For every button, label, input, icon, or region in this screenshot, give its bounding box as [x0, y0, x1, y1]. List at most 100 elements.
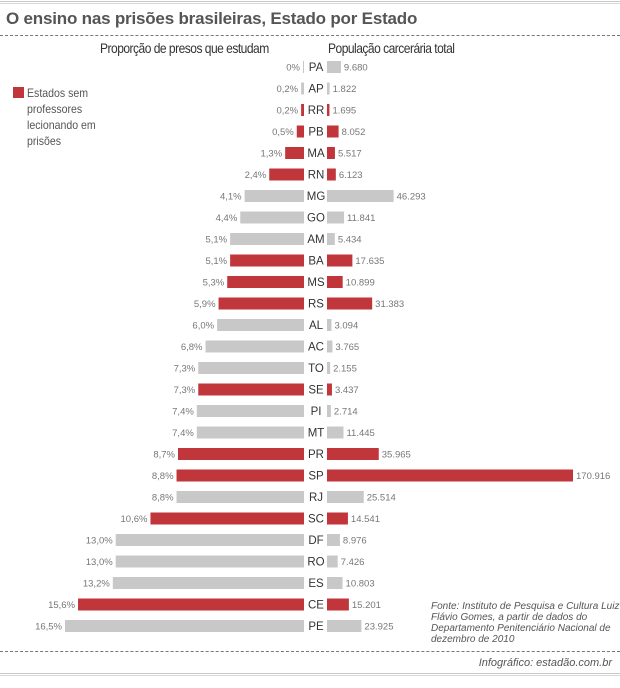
label-population-mg: 46.293	[397, 192, 426, 203]
bar-proportion-ap	[301, 82, 304, 95]
bar-proportion-to	[198, 362, 304, 374]
label-proportion-al: 6,0%	[192, 321, 214, 332]
chart-title: O ensino nas prisões brasileiras, Estado…	[6, 9, 418, 28]
label-proportion-pa: 0%	[286, 63, 300, 74]
bar-proportion-mt	[196, 426, 304, 439]
label-proportion-ac: 6,8%	[181, 342, 203, 353]
label-population-rs: 31.383	[375, 299, 404, 310]
bar-population-rr	[327, 104, 330, 116]
bar-proportion-rn	[269, 168, 304, 181]
bar-population-to	[327, 362, 331, 374]
label-population-rn: 6.123	[339, 170, 363, 181]
bar-proportion-al	[217, 319, 304, 331]
bar-population-ce	[327, 598, 349, 611]
bar-proportion-rs	[218, 297, 304, 310]
state-label-df: DF	[308, 535, 323, 547]
label-population-to: 2.155	[333, 364, 357, 375]
label-population-ce: 15.201	[352, 600, 381, 611]
state-label-am: AM	[307, 234, 324, 246]
label-proportion-pe: 16,5%	[35, 622, 62, 633]
bar-proportion-am	[230, 233, 304, 245]
state-label-sp: SP	[308, 471, 324, 483]
bar-population-pa	[327, 61, 341, 73]
label-population-ms: 10.899	[346, 278, 375, 289]
bar-population-pe	[327, 620, 362, 632]
label-proportion-go: 4,4%	[216, 213, 238, 224]
bar-proportion-pa	[303, 61, 304, 73]
label-population-df: 8.976	[343, 536, 367, 547]
legend-swatch-no-teachers	[13, 87, 24, 98]
state-label-ba: BA	[308, 256, 324, 268]
label-population-go: 11.841	[347, 213, 375, 224]
state-label-go: GO	[307, 213, 325, 225]
bar-proportion-rr	[301, 104, 304, 116]
state-label-sc: SC	[308, 514, 324, 526]
bar-proportion-pr	[177, 448, 304, 460]
state-label-es: ES	[308, 578, 324, 590]
source-note: Fonte: Instituto de Pesquisa e Cultura L…	[431, 601, 620, 645]
label-proportion-pb: 0,5%	[272, 127, 294, 138]
state-label-rr: RR	[308, 105, 325, 117]
label-proportion-mg: 4,1%	[220, 192, 242, 203]
label-proportion-pi: 7,4%	[172, 407, 194, 418]
left-series-title: Proporção de presos que estudam	[100, 40, 269, 56]
label-proportion-to: 7,3%	[174, 364, 196, 375]
bar-proportion-se	[198, 383, 304, 396]
bar-proportion-mg	[244, 190, 304, 202]
label-proportion-sc: 10,6%	[121, 514, 148, 525]
label-proportion-ap: 0,2%	[276, 84, 298, 95]
right-series-title: População carcerária total	[328, 40, 455, 56]
label-population-mt: 11.445	[346, 428, 374, 439]
bar-population-es	[327, 577, 343, 589]
label-population-pa: 9.680	[344, 63, 368, 74]
bar-proportion-pi	[196, 405, 304, 417]
state-label-ro: RO	[307, 557, 324, 569]
bar-population-ma	[327, 147, 335, 159]
bar-proportion-ms	[227, 276, 304, 288]
label-proportion-rj: 8,8%	[152, 493, 174, 504]
label-population-rj: 25.514	[367, 493, 396, 504]
state-label-mg: MG	[307, 191, 326, 203]
title-divider	[0, 35, 620, 36]
state-label-ce: CE	[308, 600, 324, 612]
label-population-ac: 3.765	[335, 342, 359, 353]
label-population-sp: 170.916	[576, 471, 610, 482]
credit: Infográfico: estadão.com.br	[478, 657, 612, 669]
label-population-pb: 8.052	[342, 127, 366, 138]
bar-population-pr	[327, 448, 379, 460]
label-population-rr: 1.695	[332, 106, 356, 117]
bar-population-mg	[327, 190, 394, 202]
top-rule-secondary	[0, 3, 620, 4]
label-proportion-rr: 0,2%	[276, 106, 298, 117]
bar-proportion-es	[112, 577, 304, 589]
bar-population-sc	[327, 512, 348, 525]
bar-population-sp	[327, 469, 573, 482]
label-population-ba: 17.635	[355, 256, 384, 267]
bar-population-pi	[327, 405, 331, 417]
label-proportion-es: 13,2%	[83, 579, 110, 590]
state-label-ap: AP	[308, 84, 324, 96]
label-proportion-am: 5,1%	[205, 235, 227, 246]
bar-proportion-ro	[115, 555, 305, 568]
label-proportion-pr: 8,7%	[153, 450, 175, 461]
bar-proportion-go	[240, 211, 304, 224]
label-proportion-ce: 15,6%	[48, 600, 75, 611]
bar-population-ac	[327, 340, 333, 353]
label-population-se: 3.437	[335, 385, 359, 396]
bar-proportion-ac	[205, 340, 304, 353]
state-label-pb: PB	[308, 127, 324, 139]
state-label-ma: MA	[307, 148, 325, 160]
bar-population-al	[327, 319, 332, 331]
state-label-pe: PE	[308, 621, 324, 633]
state-label-pi: PI	[311, 406, 322, 418]
bar-population-rj	[327, 491, 364, 503]
bar-population-ro	[327, 555, 338, 568]
legend-label: Estados sem professores lecionando em pr…	[27, 86, 96, 148]
state-label-ac: AC	[308, 342, 324, 354]
label-population-pe: 23.925	[364, 622, 393, 633]
bar-population-se	[327, 383, 332, 396]
bar-proportion-sc	[150, 512, 304, 525]
label-proportion-sp: 8,8%	[152, 471, 174, 482]
state-label-rj: RJ	[309, 492, 323, 504]
bar-population-ms	[327, 276, 343, 288]
